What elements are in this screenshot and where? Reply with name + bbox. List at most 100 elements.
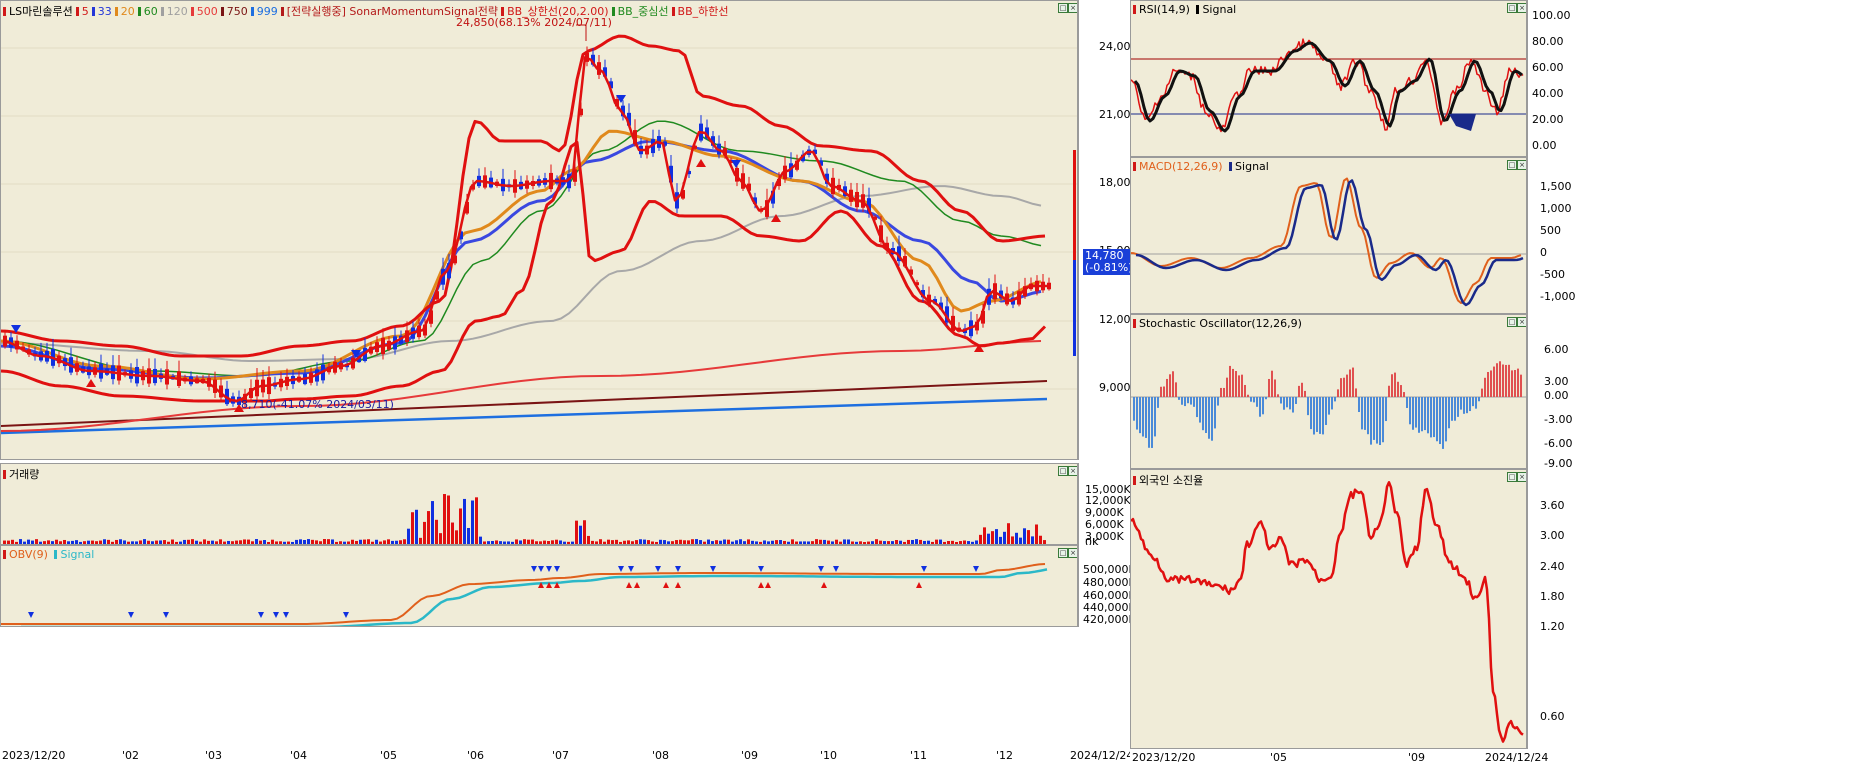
volume-bar <box>183 539 186 544</box>
obv-down-arrow <box>531 566 537 572</box>
volume-bar <box>923 540 926 544</box>
pane-minimize-icon[interactable]: □ <box>1507 160 1517 170</box>
volume-bar <box>63 539 66 544</box>
x-tick-label: '08 <box>652 749 670 762</box>
volume-bar <box>603 541 606 544</box>
volume-bar <box>147 540 150 544</box>
pane-minimize-icon[interactable]: □ <box>1058 3 1068 13</box>
volume-bar <box>319 541 322 544</box>
y-tick-label: 0.00 <box>1532 139 1557 152</box>
candle-body <box>429 310 433 324</box>
legend-marker <box>160 7 164 16</box>
signal-arrow <box>11 325 21 333</box>
y-tick-label: 18,000 <box>1099 176 1138 189</box>
candle-body <box>747 183 751 191</box>
volume-bar <box>623 540 626 544</box>
pane-minimize-icon[interactable]: □ <box>1507 317 1517 327</box>
macd-canvas[interactable] <box>1131 158 1526 313</box>
volume-bar <box>1035 524 1038 544</box>
pane-close-icon[interactable]: × <box>1068 548 1077 558</box>
signal-arrow <box>696 159 706 167</box>
pane-close-icon[interactable]: × <box>1517 160 1526 170</box>
macd-pane[interactable]: MACD(12,26,9) Signal □ × <box>1130 157 1527 314</box>
signal-arrow <box>974 344 984 352</box>
obv-y-axis: 500,000K 480,000K 460,000K 440,000K 420,000K <box>1078 545 1136 627</box>
volume-bar <box>447 495 450 544</box>
volume-bar <box>687 540 690 544</box>
pane-minimize-icon[interactable]: □ <box>1058 466 1068 476</box>
foreign-ownership-pane[interactable]: 외국인 소진율 □ × <box>1130 469 1527 749</box>
legend-item: 500 <box>196 5 218 18</box>
volume-bar <box>259 540 262 544</box>
volume-bar <box>679 539 682 544</box>
stochastic-bar <box>1154 397 1156 437</box>
price-chart-canvas[interactable] <box>1 1 1077 459</box>
stochastic-bar <box>1265 397 1267 400</box>
volume-bar <box>311 539 314 544</box>
volume-bar <box>111 541 114 544</box>
obv-up-arrow <box>663 582 669 588</box>
stochastic-bar <box>1445 397 1447 442</box>
stochastic-bar <box>1514 370 1516 397</box>
volume-bar <box>171 539 174 544</box>
stochastic-canvas[interactable] <box>1131 315 1526 468</box>
stochastic-pane[interactable]: Stochastic Oscillator(12,26,9) □ × <box>1130 314 1527 469</box>
volume-bar <box>383 540 386 544</box>
price-legend: LS마린솔루션 5 33 20 60 120 500 750 999 [전략실행중] SonarM… <box>3 3 732 19</box>
x-tick-label: '07 <box>552 749 570 762</box>
obv-down-arrow <box>538 566 544 572</box>
candle-body <box>1047 282 1051 290</box>
obv-pane[interactable]: OBV(9) Signal □ × <box>0 545 1078 627</box>
volume-bar <box>939 539 942 544</box>
volume-bar <box>811 541 814 544</box>
volume-canvas[interactable] <box>1 464 1077 544</box>
y-tick-label: 100.00 <box>1532 9 1571 22</box>
pane-minimize-icon[interactable]: □ <box>1058 548 1068 558</box>
pane-minimize-icon[interactable]: □ <box>1507 3 1517 13</box>
stochastic-bar <box>1211 397 1213 441</box>
stochastic-bar <box>1355 388 1357 397</box>
stochastic-bar <box>1472 397 1474 407</box>
stochastic-bar <box>1250 397 1252 402</box>
obv-canvas[interactable] <box>1 546 1077 626</box>
x-tick-label: '02 <box>122 749 140 762</box>
volume-bar <box>179 541 182 544</box>
stochastic-bar <box>1469 397 1471 412</box>
foreign-ownership-canvas[interactable] <box>1131 470 1526 748</box>
volume-bar <box>263 540 266 544</box>
pane-close-icon[interactable]: × <box>1068 466 1077 476</box>
volume-bar <box>951 540 954 544</box>
rsi-canvas[interactable] <box>1131 1 1526 156</box>
volume-bar <box>599 539 602 544</box>
candle-body <box>939 302 943 310</box>
volume-bar <box>219 539 222 544</box>
candle-body <box>909 269 913 275</box>
volume-bar <box>1043 540 1046 544</box>
candle-body <box>789 163 793 178</box>
stochastic-bar <box>1463 397 1465 414</box>
volume-legend: 거래량 <box>3 466 42 482</box>
rsi-pane[interactable]: RSI(14,9) Signal □ × <box>1130 0 1527 157</box>
candle-body <box>465 201 469 214</box>
volume-bar <box>231 541 234 544</box>
price-chart-pane[interactable]: LS마린솔루션 5 33 20 60 120 500 750 999 [전략실행중] SonarM… <box>0 0 1078 460</box>
stochastic-bar <box>1280 397 1282 404</box>
y-tick-label: -1,000 <box>1540 290 1576 303</box>
volume-bar <box>47 540 50 544</box>
pane-close-icon[interactable]: × <box>1517 3 1526 13</box>
volume-bar <box>79 541 82 544</box>
volume-bar <box>915 539 918 544</box>
pane-close-icon[interactable]: × <box>1517 472 1526 482</box>
volume-bar <box>379 541 382 544</box>
volume-bar <box>463 498 466 544</box>
current-price: 14,780 <box>1085 249 1124 262</box>
pane-close-icon[interactable]: × <box>1068 3 1077 13</box>
volume-bar <box>683 540 686 544</box>
pane-close-icon[interactable]: × <box>1517 317 1526 327</box>
volume-pane[interactable]: 거래량 □ × <box>0 463 1078 545</box>
stochastic-bar <box>1262 397 1264 415</box>
legend-marker <box>91 7 95 16</box>
pane-minimize-icon[interactable]: □ <box>1507 472 1517 482</box>
volume-bar <box>479 536 482 544</box>
obv-down-arrow <box>628 566 634 572</box>
